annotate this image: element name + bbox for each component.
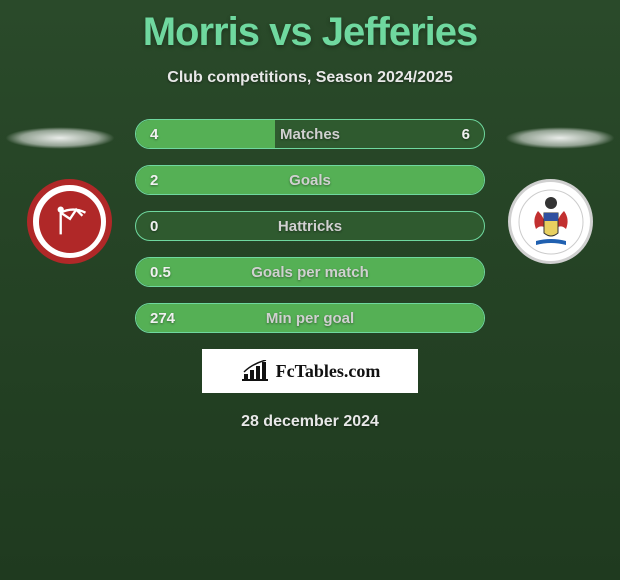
team-badge-right-inner <box>516 187 586 257</box>
stat-value-left: 274 <box>136 310 196 327</box>
shadow-right <box>505 127 615 149</box>
stat-row-min-per-goal: 274Min per goal <box>135 303 485 333</box>
stat-label: Matches <box>196 126 424 143</box>
page-title: Morris vs Jefferies <box>0 0 620 55</box>
archer-icon <box>39 191 101 253</box>
stat-label: Goals <box>196 172 424 189</box>
stat-rows: 4Matches6 2Goals 0Hattricks 0.5Goals per ma… <box>135 119 485 333</box>
stat-value-left: 4 <box>136 126 196 143</box>
stat-label: Min per goal <box>196 310 424 327</box>
date-text: 28 december 2024 <box>0 413 620 431</box>
team-badge-right <box>508 179 593 264</box>
team-badge-left <box>27 179 112 264</box>
bar-chart-icon <box>240 360 270 382</box>
fctables-text: FcTables.com <box>276 361 381 382</box>
stat-value-left: 2 <box>136 172 196 189</box>
stat-value-right: 6 <box>424 126 484 143</box>
crest-icon <box>518 189 584 255</box>
stat-label: Hattricks <box>196 218 424 235</box>
stat-label: Goals per match <box>196 264 424 281</box>
stat-row-goals: 2Goals <box>135 165 485 195</box>
stat-row-goals-per-match: 0.5Goals per match <box>135 257 485 287</box>
subtitle: Club competitions, Season 2024/2025 <box>0 69 620 87</box>
stat-row-matches: 4Matches6 <box>135 119 485 149</box>
fctables-attribution: FcTables.com <box>202 349 418 393</box>
comparison-panel: 4Matches6 2Goals 0Hattricks 0.5Goals per ma… <box>0 119 620 431</box>
stat-row-hattricks: 0Hattricks <box>135 211 485 241</box>
team-badge-left-inner <box>39 191 101 253</box>
shadow-left <box>5 127 115 149</box>
stat-value-left: 0.5 <box>136 264 196 281</box>
stat-value-left: 0 <box>136 218 196 235</box>
